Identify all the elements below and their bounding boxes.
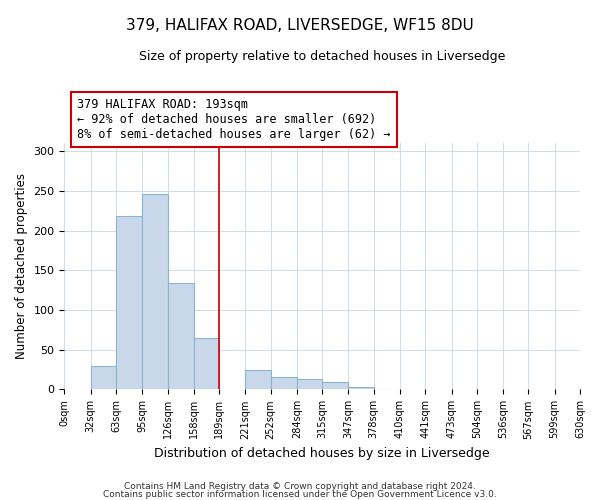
Y-axis label: Number of detached properties: Number of detached properties bbox=[15, 174, 28, 360]
Bar bbox=[349, 387, 374, 390]
Bar bbox=[245, 370, 271, 390]
Text: 379, HALIFAX ROAD, LIVERSEDGE, WF15 8DU: 379, HALIFAX ROAD, LIVERSEDGE, WF15 8DU bbox=[126, 18, 474, 32]
Text: Contains public sector information licensed under the Open Government Licence v3: Contains public sector information licen… bbox=[103, 490, 497, 499]
Text: 379 HALIFAX ROAD: 193sqm
← 92% of detached houses are smaller (692)
8% of semi-d: 379 HALIFAX ROAD: 193sqm ← 92% of detach… bbox=[77, 98, 391, 141]
Title: Size of property relative to detached houses in Liversedge: Size of property relative to detached ho… bbox=[139, 50, 505, 63]
Bar bbox=[91, 366, 116, 390]
Bar bbox=[297, 379, 322, 390]
Bar bbox=[322, 382, 349, 390]
Bar bbox=[271, 376, 297, 390]
Bar bbox=[116, 216, 142, 390]
Bar bbox=[374, 388, 400, 390]
X-axis label: Distribution of detached houses by size in Liversedge: Distribution of detached houses by size … bbox=[154, 447, 490, 460]
Bar bbox=[167, 283, 194, 390]
Text: Contains HM Land Registry data © Crown copyright and database right 2024.: Contains HM Land Registry data © Crown c… bbox=[124, 482, 476, 491]
Bar bbox=[142, 194, 167, 390]
Bar bbox=[194, 338, 219, 390]
